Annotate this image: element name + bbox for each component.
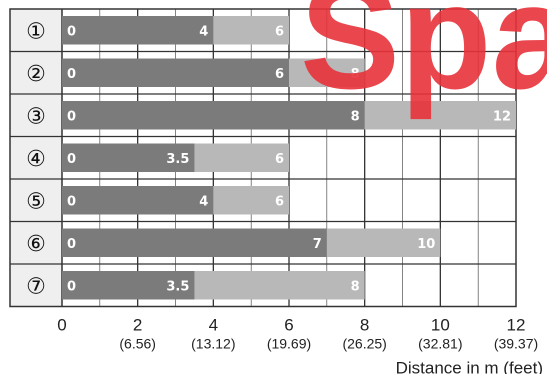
bar-far-label: 6 <box>275 194 284 209</box>
bar-near-label: 6 <box>275 67 284 82</box>
bar-near-label: 4 <box>199 194 208 209</box>
row-label: ⑦ <box>26 274 46 299</box>
x-tick-label: 8 <box>360 316 369 335</box>
row-label: ③ <box>26 104 46 129</box>
x-tick-label: 0 <box>57 316 66 335</box>
watermark-text: Spai <box>300 0 547 120</box>
bar-near-range <box>62 58 289 87</box>
bar-start-label: 0 <box>67 109 76 124</box>
bar-near-label: 8 <box>351 109 360 124</box>
x-axis-title: Distance in m (feet) <box>396 359 543 374</box>
x-tick-sublabel: (39.37) <box>494 336 538 352</box>
bar-near-range <box>62 143 195 172</box>
row-label: ① <box>26 19 46 44</box>
bar-near-range <box>62 228 327 257</box>
x-tick-label: 4 <box>209 316 218 335</box>
x-tick-sublabel: (13.12) <box>191 336 235 352</box>
bar-start-label: 0 <box>67 152 76 167</box>
bar-start-label: 0 <box>67 194 76 209</box>
bar-near-range <box>62 186 214 215</box>
bar-far-label: 8 <box>351 279 360 294</box>
row-label: ⑥ <box>26 232 46 257</box>
bar-near-range <box>62 271 195 300</box>
bar-start-label: 0 <box>67 279 76 294</box>
x-tick-label: 6 <box>284 316 293 335</box>
bar-start-label: 0 <box>67 237 76 252</box>
bar-far-label: 8 <box>351 67 360 82</box>
bar-near-label: 3.5 <box>166 279 189 294</box>
chart-frame <box>9 8 517 308</box>
bar-near-label: 7 <box>313 237 322 252</box>
row-label-column <box>10 9 62 307</box>
bar-start-label: 0 <box>67 24 76 39</box>
row-label: ② <box>26 62 46 87</box>
x-tick-label: 2 <box>133 316 142 335</box>
row-label: ⑤ <box>26 189 46 214</box>
bar-start-label: 0 <box>67 67 76 82</box>
x-tick-label: 12 <box>507 316 526 335</box>
x-tick-sublabel: (26.25) <box>342 336 386 352</box>
x-tick-sublabel: (32.81) <box>418 336 462 352</box>
bar-far-label: 6 <box>275 152 284 167</box>
bar-far-label: 6 <box>275 24 284 39</box>
x-tick-sublabel: (19.69) <box>267 336 311 352</box>
bar-near-label: 4 <box>199 24 208 39</box>
bar-near-range <box>62 16 214 45</box>
x-tick-label: 10 <box>431 316 450 335</box>
bar-far-label: 10 <box>417 237 435 252</box>
x-tick-sublabel: (6.56) <box>119 336 156 352</box>
bar-near-label: 3.5 <box>166 152 189 167</box>
bar-near-range <box>62 101 365 130</box>
bar-far-label: 12 <box>493 109 511 124</box>
row-label: ④ <box>26 147 46 172</box>
